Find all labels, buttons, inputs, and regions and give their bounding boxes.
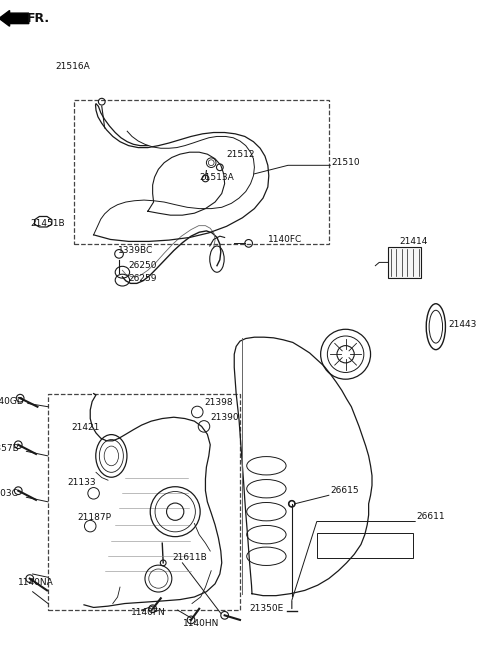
Text: 11403C: 11403C (0, 489, 19, 498)
Text: 21513A: 21513A (200, 173, 234, 182)
Bar (317, 533, 413, 558)
Text: 21350E: 21350E (250, 604, 284, 613)
Text: 21421: 21421 (71, 422, 99, 432)
Text: 21443: 21443 (449, 320, 477, 329)
Text: 26250: 26250 (129, 261, 157, 270)
Text: 1339BC: 1339BC (118, 246, 153, 255)
Text: 1140GD: 1140GD (0, 397, 25, 406)
Text: 1140FC: 1140FC (268, 235, 302, 244)
FancyArrow shape (0, 10, 29, 26)
Text: 21187P: 21187P (78, 512, 112, 522)
Text: 21611B: 21611B (173, 553, 207, 562)
Bar (388, 247, 421, 278)
Text: 21414: 21414 (399, 237, 428, 246)
Text: 26615: 26615 (330, 486, 359, 495)
Bar (48, 394, 240, 610)
Text: 21451B: 21451B (31, 219, 65, 228)
Text: 26611: 26611 (417, 512, 445, 522)
Text: FR.: FR. (26, 12, 49, 25)
Text: 21512: 21512 (227, 150, 255, 159)
Text: 1140HN: 1140HN (183, 619, 220, 628)
Text: 26259: 26259 (129, 274, 157, 283)
Text: 21390: 21390 (210, 413, 239, 422)
Text: 21133: 21133 (67, 478, 96, 487)
Text: 1140NA: 1140NA (18, 578, 54, 587)
Text: 21398: 21398 (204, 398, 233, 407)
Bar (74, 100, 329, 244)
Text: 21357B: 21357B (0, 443, 19, 453)
Text: 1140FN: 1140FN (132, 607, 166, 617)
Text: 21510: 21510 (331, 158, 360, 167)
Text: 21516A: 21516A (56, 62, 90, 71)
